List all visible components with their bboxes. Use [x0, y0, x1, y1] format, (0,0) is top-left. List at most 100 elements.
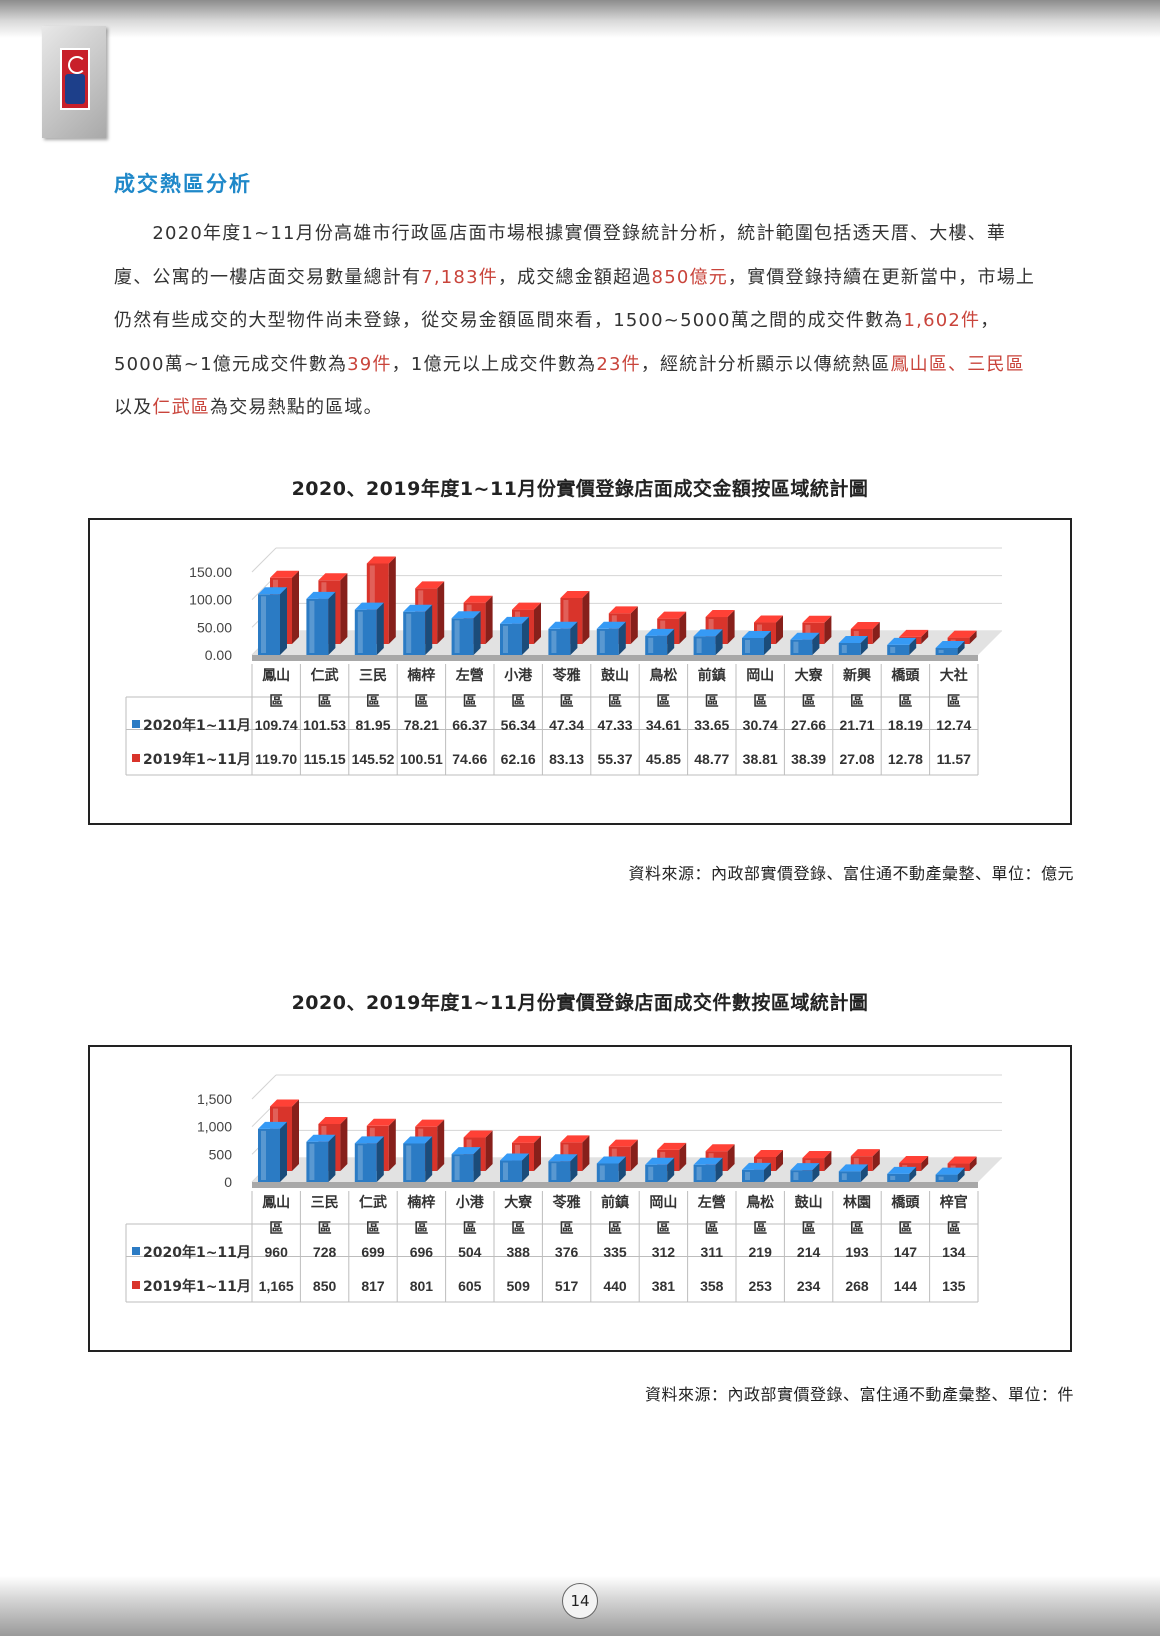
x-tick-label: 梓官	[940, 1194, 968, 1211]
data-label: 376	[555, 1244, 579, 1260]
chart-amount: 150.00 100.00 50.00 0.00 119.70 115.15 145.52 1…	[125, 547, 1002, 776]
x-tick-label: 林園	[843, 1194, 871, 1211]
x-tick-label: 區	[947, 694, 961, 710]
data-label: 56.34	[501, 717, 536, 733]
analysis-paragraph: 2020年度1~11月份高雄市行政區店面市場根據實價登錄統計分析，統計範圍包括透…	[114, 212, 1044, 430]
data-label: 119.70	[255, 751, 297, 767]
bar-2020-0: 960	[258, 1121, 287, 1182]
data-label: 83.13	[549, 751, 584, 767]
data-label: 960	[265, 1244, 289, 1260]
highlight-text: 850億元	[651, 266, 728, 288]
bar-2020-13: 18.19	[887, 637, 917, 655]
bar-2020-4: 66.37	[451, 611, 481, 655]
x-tick-label: 岡山	[649, 1195, 677, 1211]
data-label: 335	[603, 1244, 627, 1260]
data-label: 253	[749, 1278, 773, 1294]
bar-2019-14: 11.57	[947, 630, 977, 644]
data-label: 193	[845, 1244, 869, 1260]
x-tick-label: 區	[318, 694, 332, 710]
y-tick-label: 0.00	[205, 647, 232, 663]
data-label: 517	[555, 1278, 579, 1294]
x-tick-label: 楠梓	[406, 667, 435, 684]
bar-2020-13: 147	[887, 1166, 917, 1182]
x-tick-label: 區	[656, 694, 670, 710]
bar-2020-2: 81.95	[354, 602, 384, 655]
y-tick-label: 0	[224, 1174, 232, 1190]
x-tick-label: 區	[414, 694, 428, 710]
data-label: 214	[797, 1244, 821, 1260]
bar-2020-1: 101.53	[306, 591, 336, 655]
chart-title-count: 2020、2019年度1~11月份實價登錄店面成交件數按區域統計圖	[291, 992, 869, 1014]
highlight-text: 23件	[596, 353, 641, 375]
data-label: 109.74	[255, 717, 298, 733]
bar-2020-5: 56.34	[500, 616, 529, 655]
x-tick-label: 區	[560, 694, 574, 710]
data-label: 55.37	[597, 751, 632, 767]
x-tick-label: 苓雅	[552, 1194, 581, 1211]
data-label: 699	[361, 1244, 385, 1260]
data-label: 135	[942, 1278, 966, 1294]
data-label: 817	[361, 1278, 385, 1294]
x-tick-label: 苓雅	[552, 667, 581, 684]
x-tick-label: 區	[269, 1221, 283, 1237]
x-tick-label: 區	[269, 694, 283, 710]
bar-2020-0: 109.74	[258, 587, 287, 655]
page-number: 14	[562, 1583, 598, 1619]
x-tick-label: 鼓山	[795, 1194, 823, 1211]
x-tick-label: 鳥松	[746, 1194, 774, 1211]
x-tick-label: 區	[753, 694, 767, 710]
bar-2020-14: 134	[935, 1167, 965, 1182]
data-label: 358	[700, 1278, 724, 1294]
data-label: 62.16	[501, 751, 536, 767]
x-tick-label: 區	[705, 1221, 719, 1237]
x-tick-label: 區	[850, 1221, 864, 1237]
x-tick-label: 大寮	[504, 1194, 533, 1211]
bar-2020-11: 27.66	[790, 632, 820, 655]
paragraph-text: 為交易熱點的區域。	[210, 397, 383, 418]
data-label: 696	[410, 1244, 434, 1260]
x-tick-label: 前鎮	[601, 1194, 629, 1211]
data-label: 100.51	[400, 751, 443, 767]
data-label: 1,165	[259, 1278, 294, 1294]
data-label: 134	[942, 1244, 966, 1260]
legend-label: 2020年1~11月	[143, 717, 251, 734]
data-label: 509	[507, 1278, 531, 1294]
bar-2020-3: 78.21	[403, 604, 433, 655]
chart-amount-frame: 150.00 100.00 50.00 0.00 119.70 115.15 145.52 1…	[88, 518, 1072, 825]
bar-2020-2: 699	[354, 1136, 384, 1182]
data-label: 27.08	[839, 751, 874, 767]
x-tick-label: 橋頭	[891, 1194, 920, 1211]
legend-key-2020	[132, 1247, 140, 1255]
paragraph-text: ，實價登錄持續在更新當中，市場上仍然有些成交的大型物件尚未登錄，從交易金額區間來…	[114, 266, 1036, 332]
x-tick-label: 區	[511, 694, 525, 710]
data-label: 219	[749, 1244, 773, 1260]
x-tick-label: 鼓山	[601, 667, 629, 684]
bar-2020-1: 728	[306, 1134, 336, 1182]
highlight-text: 1,602件	[903, 310, 981, 331]
x-tick-label: 鳥松	[649, 667, 677, 684]
bar-2020-10: 219	[742, 1162, 771, 1182]
bar-2020-12: 193	[838, 1164, 868, 1182]
data-label: 234	[797, 1278, 821, 1294]
paragraph-text: ，成交總金額超過	[497, 266, 652, 288]
chart-title-amount: 2020、2019年度1~11月份實價登錄店面成交金額按區域統計圖	[291, 478, 869, 500]
y-tick-label: 1,500	[197, 1091, 232, 1107]
x-tick-label: 三民	[311, 1195, 339, 1211]
legend-key-2020	[132, 720, 140, 728]
legend-label: 2020年1~11月	[143, 1244, 251, 1261]
x-tick-label: 區	[753, 1221, 767, 1237]
x-tick-label: 區	[947, 1221, 961, 1237]
x-tick-label: 大社	[940, 667, 968, 684]
x-tick-label: 區	[850, 694, 864, 710]
y-tick-label: 50.00	[197, 619, 232, 635]
legend-label: 2019年1~11月	[143, 751, 251, 768]
data-label: 74.66	[452, 751, 487, 767]
x-tick-label: 區	[511, 1221, 525, 1237]
x-tick-label: 仁武	[311, 667, 339, 684]
x-tick-label: 區	[898, 1221, 912, 1237]
paragraph-text: ，經統計分析顯示以傳統熱區	[640, 353, 891, 375]
x-tick-label: 區	[656, 1221, 670, 1237]
data-label: 388	[507, 1244, 531, 1260]
data-label: 66.37	[452, 717, 487, 733]
y-tick-label: 150.00	[189, 564, 232, 580]
